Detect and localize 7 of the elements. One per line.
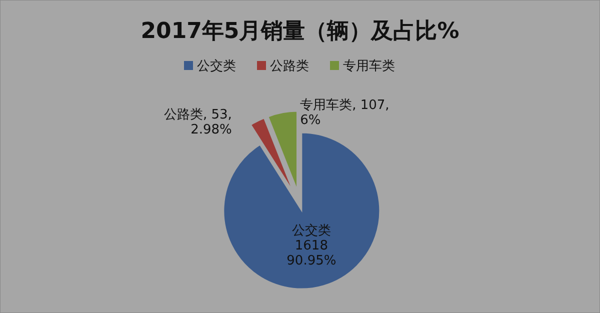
data-label: 专用车类, 107, 6% [300, 98, 390, 128]
chart-title: 2017年5月销量（辆）及占比% [140, 19, 460, 44]
legend-label: 公交类 [197, 58, 236, 74]
data-label: 公交类 1618 90.95% [286, 222, 336, 268]
data-label: 公路类, 53, 2.98% [164, 108, 232, 138]
legend-label: 专用车类 [343, 59, 395, 74]
legend-label: 公路类 [270, 59, 309, 74]
